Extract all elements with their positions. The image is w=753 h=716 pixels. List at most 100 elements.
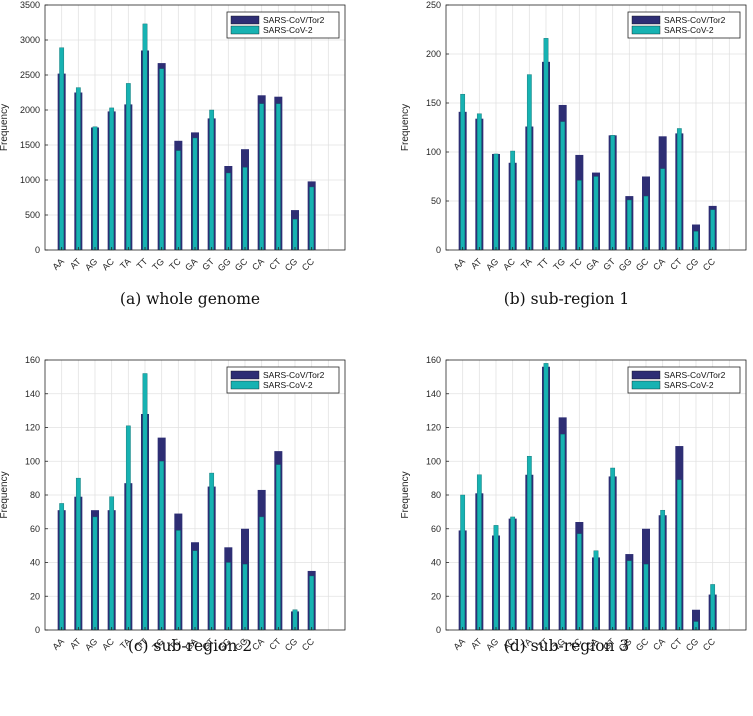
- bar-GT-cov2: [610, 467, 616, 631]
- x-tick-label-CG: CG: [684, 256, 701, 273]
- axes-frame: [445, 4, 747, 251]
- x-tick-label-GA: GA: [183, 256, 199, 272]
- bar-GA-cov2: [593, 176, 599, 251]
- legend-swatch-0: [230, 15, 260, 25]
- bar-AC-cov2: [109, 496, 115, 631]
- y-tick-label: 100: [426, 456, 441, 466]
- x-tick-label-CG: CG: [283, 256, 300, 273]
- x-tick-label-AG: AG: [484, 256, 500, 272]
- y-tick-label: 0: [35, 245, 40, 255]
- bar-GC-cov2: [643, 563, 649, 631]
- x-tick-label-GG: GG: [617, 256, 634, 273]
- x-tick-label-TT: TT: [135, 256, 150, 271]
- bar-AC-cov2: [109, 107, 115, 251]
- bar-CT-cov2: [275, 464, 281, 631]
- bar-CA-cov2: [259, 516, 265, 631]
- y-axis-label: Frequency: [400, 104, 411, 151]
- bar-GC-cov2: [242, 563, 248, 631]
- y-tick-label: 100: [426, 147, 441, 157]
- bar-CC-cov2: [309, 186, 315, 251]
- x-tick-label-CT: CT: [267, 256, 283, 272]
- y-tick-label: 40: [431, 558, 441, 568]
- x-tick-label-TG: TG: [551, 256, 567, 272]
- legend-label-1: SARS-CoV-2: [664, 380, 714, 390]
- y-tick-label: 3000: [20, 35, 40, 45]
- y-tick-label: 150: [426, 98, 441, 108]
- bar-TT-cov2: [543, 38, 549, 251]
- bar-TC-cov2: [576, 180, 582, 251]
- bar-GG-cov2: [225, 172, 231, 251]
- x-tick-label-TT: TT: [536, 256, 551, 271]
- caption-a: (a) whole genome: [119, 290, 261, 308]
- legend-swatch-1: [230, 380, 260, 390]
- y-tick-label: 0: [436, 245, 441, 255]
- legend-swatch-1: [631, 25, 661, 35]
- x-tick-label-GA: GA: [584, 256, 600, 272]
- y-tick-label: 160: [426, 355, 441, 365]
- caption-c: (c) sub-region 2: [127, 637, 253, 655]
- y-tick-label: 2500: [20, 70, 40, 80]
- legend-label-0: SARS-CoV/Tor2: [263, 370, 325, 380]
- bar-CT-cov2: [275, 103, 281, 251]
- legend-label-1: SARS-CoV-2: [664, 25, 714, 35]
- bar-TA-cov2: [125, 425, 131, 631]
- bar-AT-cov2: [476, 474, 482, 631]
- y-tick-label: 60: [431, 524, 441, 534]
- axes-frame: [44, 4, 346, 251]
- bar-CC-cov2: [710, 209, 716, 251]
- x-tick-label-TC: TC: [167, 256, 183, 272]
- bar-CC-cov2: [710, 584, 716, 631]
- y-axis-label: Frequency: [0, 471, 10, 518]
- bar-CA-cov2: [259, 103, 265, 251]
- y-tick-label: 0: [35, 625, 40, 635]
- bar-TT-cov2: [142, 23, 148, 251]
- chart-panel-b: 0 50 100 150 200 250 AA AT AG AC TA TT TG TC GA GT GG GC C…: [380, 0, 753, 330]
- x-tick-label-GG: GG: [216, 256, 233, 273]
- bar-GA-cov2: [192, 550, 198, 631]
- axes-frame: [445, 359, 747, 631]
- y-axis-label: Frequency: [0, 104, 10, 151]
- y-tick-label: 80: [431, 490, 441, 500]
- bar-CA-cov2: [660, 168, 666, 251]
- y-tick-label: 0: [436, 625, 441, 635]
- legend-label-0: SARS-CoV/Tor2: [664, 370, 726, 380]
- bar-TA-cov2: [125, 83, 131, 251]
- bar-TA-cov2: [526, 455, 532, 631]
- y-tick-label: 2000: [20, 105, 40, 115]
- x-tick-label-GT: GT: [601, 256, 617, 272]
- bar-TC-cov2: [576, 533, 582, 631]
- y-axis-label: Frequency: [400, 471, 411, 518]
- x-tick-label-TG: TG: [150, 256, 166, 272]
- y-tick-label: 1500: [20, 140, 40, 150]
- y-tick-label: 160: [25, 355, 40, 365]
- bar-CT-cov2: [676, 479, 682, 631]
- y-tick-label: 140: [25, 389, 40, 399]
- x-tick-label-GC: GC: [634, 256, 651, 273]
- x-tick-label-GC: GC: [233, 256, 250, 273]
- bar-CT-cov2: [676, 128, 682, 251]
- y-tick-label: 50: [431, 196, 441, 206]
- x-tick-label-AG: AG: [83, 256, 99, 272]
- bar-AG-cov2: [493, 525, 499, 631]
- x-tick-label-CT: CT: [668, 256, 684, 272]
- bar-TT-cov2: [142, 373, 148, 631]
- chart-panel-d: 0 20 40 60 80 100 120 140 160 AA AT AG AC TA TT TG TC GA G…: [380, 330, 753, 663]
- y-tick-label: 120: [426, 423, 441, 433]
- legend-swatch-0: [631, 15, 661, 25]
- x-tick-label-AT: AT: [68, 256, 83, 271]
- caption-b: (b) sub-region 1: [503, 290, 630, 308]
- bar-AC-cov2: [510, 150, 516, 251]
- y-tick-label: 80: [30, 490, 40, 500]
- y-tick-label: 250: [426, 0, 441, 10]
- bar-TG-cov2: [159, 68, 165, 251]
- bar-GC-cov2: [242, 167, 248, 251]
- bar-TG-cov2: [159, 461, 165, 631]
- x-tick-label-GT: GT: [200, 256, 216, 272]
- bar-AT-cov2: [75, 477, 81, 631]
- bar-AG-cov2: [493, 153, 499, 251]
- bar-AT-cov2: [476, 113, 482, 251]
- bar-AA-cov2: [460, 93, 466, 251]
